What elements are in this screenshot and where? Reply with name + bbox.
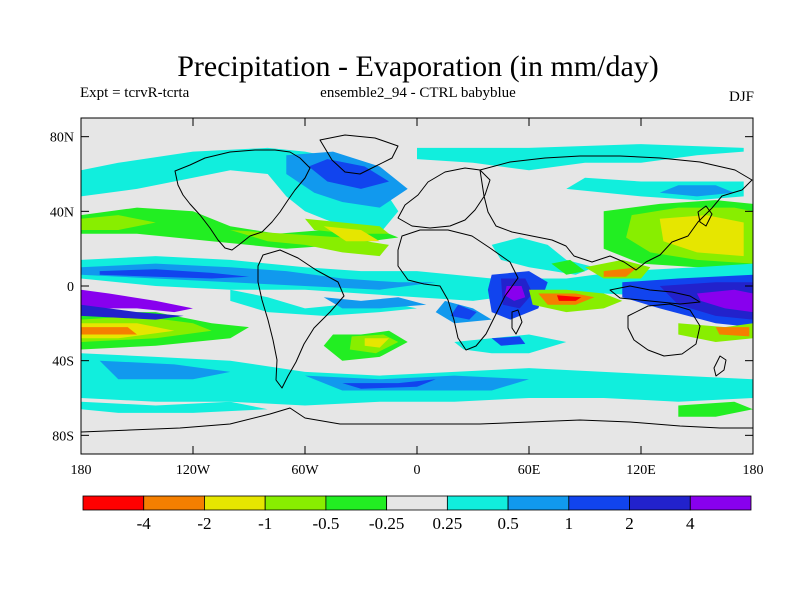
field-region-29 — [585, 259, 651, 279]
colorbar-swatch-1 — [143, 495, 205, 511]
x-tick-label-3: 0 — [414, 463, 421, 478]
colorbar-label-1: -2 — [197, 514, 211, 533]
colorbar-swatch-7 — [507, 495, 570, 511]
y-tick-label-2: 0 — [67, 280, 74, 295]
y-tick-label-3: 40S — [52, 355, 74, 370]
field-region-16 — [81, 256, 753, 301]
colorbar-swatch-5 — [386, 495, 448, 511]
season-label: DJF — [729, 89, 754, 105]
field-region-10 — [81, 215, 156, 230]
field-region-30 — [603, 267, 638, 277]
colorbar-label-8: 2 — [625, 514, 634, 533]
field-region-40 — [81, 289, 193, 313]
colorbar-label-3: -0.5 — [312, 514, 339, 533]
colorbar-label-6: 0.5 — [497, 514, 518, 533]
field-region-3 — [417, 144, 744, 171]
japan-outline — [697, 205, 713, 227]
field-region-7 — [230, 230, 389, 257]
field-region-9 — [323, 226, 380, 242]
field-regions — [81, 144, 753, 417]
australia-outline — [627, 303, 701, 357]
colorbar-label-4: -0.25 — [369, 514, 404, 533]
field-region-2 — [308, 159, 389, 189]
europe-outline — [397, 167, 491, 229]
y-tick-label-1: 40N — [50, 205, 74, 220]
greenland-outline — [319, 134, 399, 175]
colorbar-swatch-0 — [82, 495, 145, 511]
x-tick-label-6: 180 — [743, 463, 764, 478]
coastlines — [81, 134, 753, 433]
colorbar-label-5: 0.25 — [432, 514, 462, 533]
colorbar-label-9: 4 — [686, 514, 695, 533]
field-region-13 — [659, 215, 744, 257]
south-america-outline — [257, 249, 345, 389]
colorbar-swatch-2 — [204, 495, 266, 511]
field-region-39 — [81, 327, 137, 335]
ensemble-label: ensemble2_94 - CTRL babyblue — [320, 85, 516, 101]
field-region-15 — [551, 259, 585, 275]
madagascar-outline — [511, 309, 523, 335]
y-tick-label-4: 80S — [52, 429, 74, 444]
x-tick-label-1: 120W — [176, 463, 211, 478]
x-tick-label-0: 180 — [71, 463, 92, 478]
asia-outline — [479, 155, 753, 271]
north-america-outline — [174, 149, 311, 251]
new-zealand-outline — [713, 355, 727, 377]
chart-title: Precipitation - Evaporation (in mm/day) — [177, 50, 659, 83]
x-tick-label-2: 60W — [291, 463, 319, 478]
field-region-44 — [364, 338, 389, 348]
x-tick-label-4: 60E — [518, 463, 541, 478]
colorbar-label-2: -1 — [258, 514, 272, 533]
field-region-20 — [323, 297, 427, 309]
field-region-33 — [697, 289, 753, 313]
field-region-8 — [305, 218, 389, 234]
colorbar-label-7: 1 — [565, 514, 574, 533]
field-region-52 — [81, 401, 268, 413]
y-tick-label-0: 80N — [50, 131, 74, 146]
indonesia-outline — [609, 285, 701, 305]
field-region-19 — [230, 289, 417, 316]
africa-outline — [397, 229, 519, 351]
colorbar-swatch-3 — [264, 495, 327, 511]
colorbar: -4 -2 -1 -0.5 -0.25 0.25 0.5 1 2 4 — [82, 495, 752, 533]
field-region-35 — [715, 327, 750, 337]
field-region-28 — [557, 295, 582, 301]
x-tick-label-5: 120E — [626, 463, 656, 478]
colorbar-swatch-9 — [629, 495, 691, 511]
colorbar-swatch-8 — [568, 495, 630, 511]
field-region-5 — [659, 185, 735, 197]
field-region-50 — [342, 379, 436, 389]
field-region-48 — [99, 360, 231, 380]
field-region-46 — [491, 336, 526, 346]
colorbar-swatch-6 — [446, 495, 509, 511]
field-region-22 — [450, 304, 477, 320]
axis-ticks: 180 120W 60W 0 60E 120E 180 80N 40N 0 40S 80S — [50, 118, 764, 478]
field-region-18 — [99, 269, 249, 279]
field-region-51 — [678, 401, 753, 417]
colorbar-label-0: -4 — [137, 514, 152, 533]
field-region-41 — [81, 304, 184, 320]
colorbar-swatch-10 — [689, 495, 752, 511]
colorbar-swatch-4 — [325, 495, 388, 511]
experiment-label: Expt = tcrvR-tcrta — [80, 85, 190, 101]
antarctica-outline — [81, 407, 753, 433]
